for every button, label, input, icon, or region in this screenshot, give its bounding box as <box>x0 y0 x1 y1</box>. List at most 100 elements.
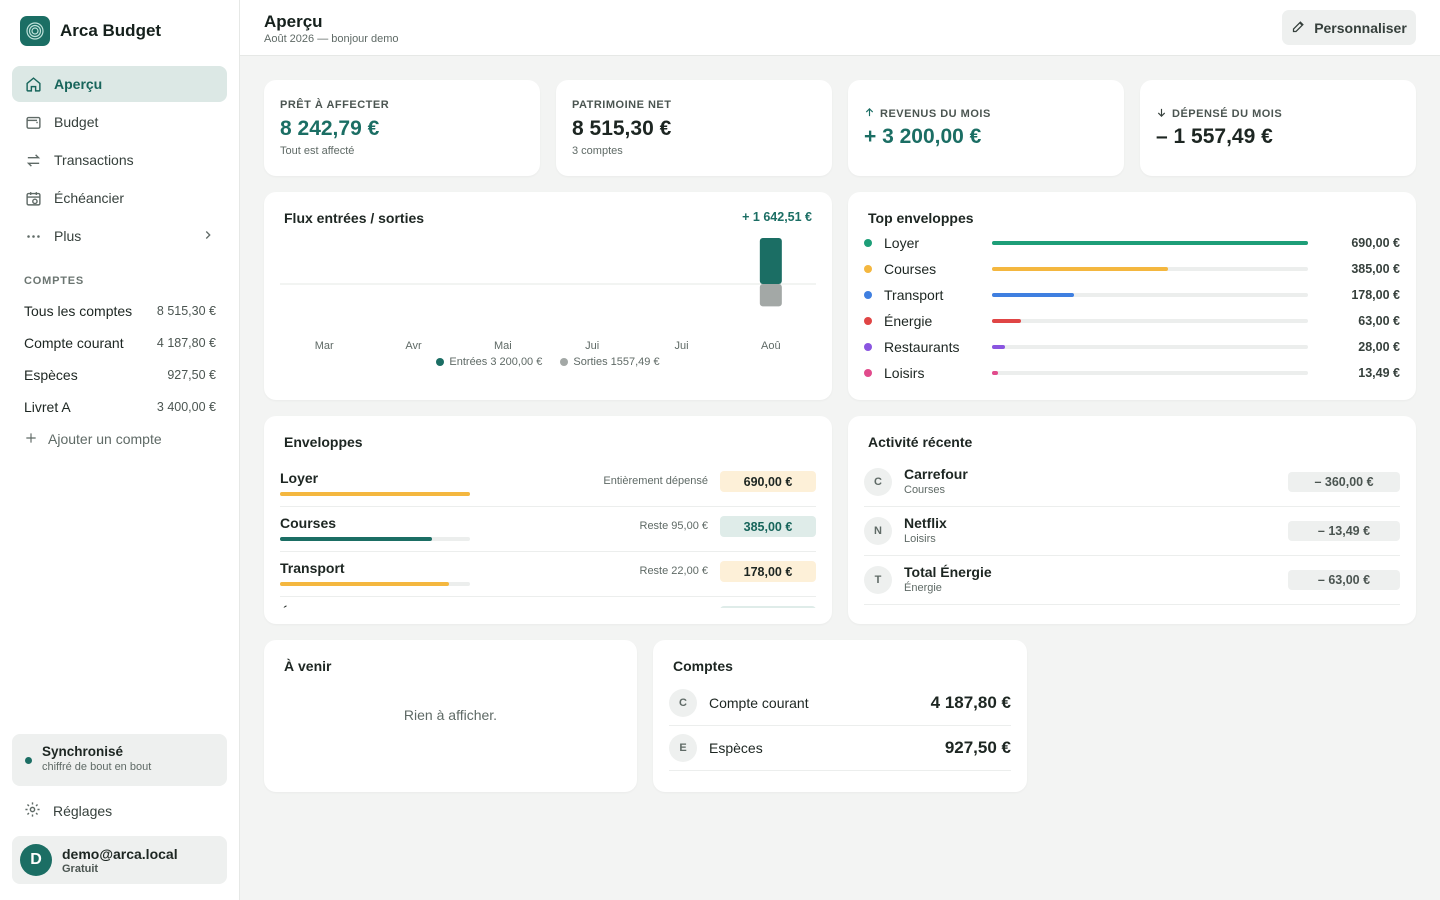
customize-button[interactable]: Personnaliser <box>1282 10 1416 45</box>
chevron-right-icon <box>201 228 215 245</box>
account-row[interactable]: C Compte courant 4 187,80 € <box>669 681 1011 726</box>
activity-merchant: Netflix <box>904 515 947 531</box>
arrow-up-icon <box>864 107 875 121</box>
x-tick-label: Avr <box>405 340 422 352</box>
nav-item-apercu[interactable]: Aperçu <box>12 66 227 102</box>
arrows-swap-icon <box>24 151 42 169</box>
user-menu[interactable]: D demo@arca.local Gratuit <box>12 836 227 884</box>
kpi-label-row: DÉPENSÉ DU MOIS <box>1156 107 1282 121</box>
top-envelope-row[interactable]: Courses 385,00 € <box>864 256 1400 282</box>
top-envelope-row[interactable]: Transport 178,00 € <box>864 282 1400 308</box>
main-nav: Aperçu Budget Transactions Échéancier Pl… <box>12 66 227 256</box>
account-name: Espèces <box>709 740 763 756</box>
legend-dot-icon <box>436 358 445 366</box>
envelope-progress-fill <box>280 537 432 541</box>
nav-item-transactions[interactable]: Transactions <box>12 142 227 178</box>
top-envelope-row[interactable]: Énergie 63,00 € <box>864 308 1400 334</box>
flux-card: Flux entrées / sorties + 1 642,51 € Mar A… <box>264 192 832 400</box>
sidebar-accounts: Tous les comptes 8 515,30 € Compte coura… <box>24 295 216 455</box>
envelope-amount: 63,00 € <box>1358 314 1400 328</box>
sidebar-account-courant[interactable]: Compte courant 4 187,80 € <box>24 327 216 359</box>
account-row[interactable]: E Espèces 927,50 € <box>669 726 1011 771</box>
accounts-section-label: COMPTES <box>24 275 84 287</box>
envelope-progress-track <box>992 267 1308 271</box>
sidebar-account-especes[interactable]: Espèces 927,50 € <box>24 359 216 391</box>
activity-category: Loisirs <box>904 533 936 545</box>
envelope-remaining: Reste 95,00 € <box>639 520 709 532</box>
add-account-button[interactable]: Ajouter un compte <box>24 423 216 455</box>
sync-dot-icon <box>25 757 32 764</box>
account-balance: 3 400,00 € <box>156 400 216 414</box>
calendar-clock-icon <box>24 189 42 207</box>
envelope-amount: 178,00 € <box>1351 288 1400 302</box>
envelopes-card: Enveloppes Loyer Entièrement dépensé 690,0… <box>264 416 832 624</box>
kpi-subtext: 3 comptes <box>572 145 623 157</box>
envelope-amount-badge: 385,00 € <box>720 516 816 537</box>
app-name: Arca Budget <box>60 21 162 40</box>
accounts-card-title: Comptes <box>673 658 733 674</box>
brand[interactable]: Arca Budget <box>20 16 161 46</box>
nav-item-budget[interactable]: Budget <box>12 104 227 140</box>
nav-label: Échéancier <box>54 190 125 206</box>
envelope-name: Courses <box>884 261 937 277</box>
envelope-color-dot <box>864 369 872 377</box>
legend-label: Entrées 3 200,00 € <box>449 356 543 368</box>
legend-label: Sorties 1557,49 € <box>573 356 660 368</box>
account-initial-avatar: C <box>669 689 697 717</box>
account-balance: 4 187,80 € <box>156 336 216 350</box>
envelope-progress-fill <box>992 345 1005 349</box>
kpi-label: PRÊT À AFFECTER <box>280 99 390 111</box>
account-name: Tous les comptes <box>24 303 133 319</box>
flux-total: + 1 642,51 € <box>742 210 812 224</box>
envelope-row[interactable]: Transport Reste 22,00 € 178,00 € <box>280 552 816 597</box>
sync-status: Synchronisé chiffré de bout en bout <box>12 734 227 786</box>
envelope-progress-fill <box>992 293 1074 297</box>
envelope-progress-track <box>280 492 470 496</box>
envelope-progress-track <box>280 582 470 586</box>
nav-item-echeancier[interactable]: Échéancier <box>12 180 227 216</box>
sidebar-account-livret-a[interactable]: Livret A 3 400,00 € <box>24 391 216 423</box>
logo-icon <box>20 16 50 46</box>
activity-row[interactable]: T Total Énergie Énergie – 63,00 € <box>864 556 1400 605</box>
envelope-progress-fill <box>280 492 470 496</box>
envelope-progress-fill <box>992 241 1308 245</box>
envelope-amount: 28,00 € <box>1358 340 1400 354</box>
settings-link[interactable]: Réglages <box>24 800 112 822</box>
envelope-row[interactable]: Loyer Entièrement dépensé 690,00 € <box>280 462 816 507</box>
top-envelope-row[interactable]: Restaurants 28,00 € <box>864 334 1400 360</box>
envelope-name: Loisirs <box>884 365 925 381</box>
envelope-color-dot <box>864 317 872 325</box>
activity-amount: – 63,00 € <box>1288 570 1400 590</box>
nav-label: Budget <box>54 114 99 130</box>
page-header: Aperçu Août 2026 — bonjour demo Personna… <box>240 0 1440 56</box>
kpi-value: 8 242,79 € <box>280 117 380 140</box>
top-envelope-row[interactable]: Loyer 690,00 € <box>864 230 1400 256</box>
envelope-color-dot <box>864 343 872 351</box>
activity-category: Énergie <box>904 582 942 594</box>
envelope-color-dot <box>864 265 872 273</box>
account-initial-avatar: E <box>669 734 697 762</box>
envelope-progress-track <box>992 293 1308 297</box>
sidebar: Arca Budget Aperçu Budget Transactions É… <box>0 0 240 900</box>
envelope-amount: 13,49 € <box>1358 366 1400 380</box>
activity-title: Activité récente <box>868 434 973 450</box>
x-tick-label: Jui <box>674 340 688 352</box>
legend-entrees: Entrées 3 200,00 € <box>436 356 542 368</box>
top-envelope-row[interactable]: Loisirs 13,49 € <box>864 360 1400 386</box>
settings-label: Réglages <box>53 803 113 819</box>
account-balance: 8 515,30 € <box>156 304 216 318</box>
sidebar-account-all[interactable]: Tous les comptes 8 515,30 € <box>24 295 216 327</box>
top-envelopes-title: Top enveloppes <box>868 210 974 226</box>
kpi-value: + 3 200,00 € <box>864 125 982 148</box>
envelope-row[interactable]: Énergie <box>280 597 816 608</box>
upcoming-title: À venir <box>284 658 332 674</box>
envelopes-scroll[interactable]: Loyer Entièrement dépensé 690,00 € Courses R… <box>264 416 832 608</box>
kpi-subtext: Tout est affecté <box>280 145 355 157</box>
activity-row[interactable]: C Carrefour Courses – 360,00 € <box>864 458 1400 507</box>
upcoming-empty-text: Rien à afficher. <box>403 707 498 723</box>
envelope-name: Énergie <box>280 605 331 608</box>
envelope-row[interactable]: Courses Reste 95,00 € 385,00 € <box>280 507 816 552</box>
nav-item-plus[interactable]: Plus <box>12 218 227 254</box>
activity-merchant: Total Énergie <box>904 564 992 580</box>
activity-row[interactable]: N Netflix Loisirs – 13,49 € <box>864 507 1400 556</box>
